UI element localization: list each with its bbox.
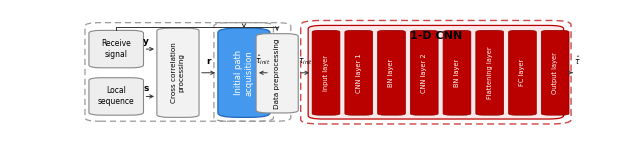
Text: Flattening layer: Flattening layer: [486, 46, 493, 99]
Text: y: y: [143, 37, 149, 46]
Text: Output layer: Output layer: [552, 52, 558, 94]
Text: FC layer: FC layer: [520, 59, 525, 86]
Text: Cross correlation
processing: Cross correlation processing: [172, 42, 185, 103]
FancyBboxPatch shape: [218, 28, 270, 117]
FancyBboxPatch shape: [89, 78, 143, 115]
Text: s: s: [143, 84, 148, 93]
Text: BN layer: BN layer: [454, 59, 460, 87]
Text: $\hat{\tau}_{init}$: $\hat{\tau}_{init}$: [255, 53, 271, 67]
FancyBboxPatch shape: [256, 34, 298, 113]
FancyBboxPatch shape: [476, 30, 504, 115]
Text: CNN layer 1: CNN layer 1: [356, 53, 362, 93]
FancyBboxPatch shape: [345, 30, 372, 115]
Text: Receive
signal: Receive signal: [101, 39, 131, 59]
Text: $\hat{\tau}$: $\hat{\tau}$: [573, 55, 580, 67]
Text: Initial path
acquisition: Initial path acquisition: [234, 50, 254, 96]
FancyBboxPatch shape: [157, 28, 199, 117]
FancyBboxPatch shape: [410, 30, 438, 115]
Text: CNN layer 2: CNN layer 2: [421, 53, 428, 93]
FancyBboxPatch shape: [378, 30, 405, 115]
Text: $\tau_{init}$: $\tau_{init}$: [298, 57, 313, 67]
Text: BN layer: BN layer: [388, 59, 394, 87]
FancyBboxPatch shape: [308, 25, 564, 119]
FancyBboxPatch shape: [541, 30, 569, 115]
FancyBboxPatch shape: [312, 30, 340, 115]
Text: Local
sequence: Local sequence: [98, 86, 134, 107]
Text: 1-D CNN: 1-D CNN: [410, 31, 462, 41]
Text: r: r: [206, 57, 211, 66]
FancyBboxPatch shape: [443, 30, 471, 115]
Text: Data preprocessing: Data preprocessing: [274, 38, 280, 109]
FancyBboxPatch shape: [509, 30, 536, 115]
FancyBboxPatch shape: [89, 30, 143, 68]
Text: Input layer: Input layer: [323, 55, 329, 91]
